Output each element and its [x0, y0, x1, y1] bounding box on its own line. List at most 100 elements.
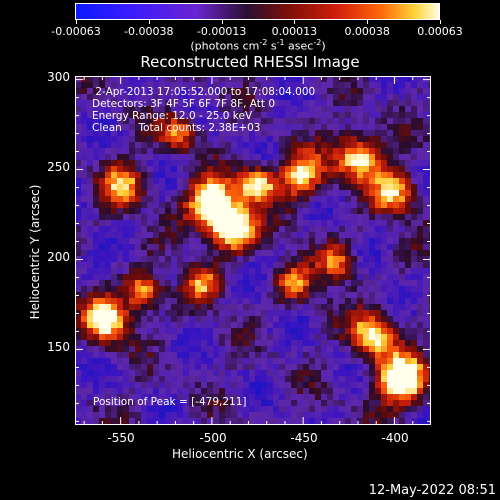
image-pixel [105, 172, 112, 179]
image-pixel [231, 346, 238, 353]
image-pixel [207, 112, 214, 119]
image-pixel [243, 280, 250, 287]
image-pixel [369, 214, 376, 221]
image-pixel [225, 322, 232, 329]
image-pixel [93, 406, 100, 413]
image-pixel [81, 256, 88, 263]
image-pixel [177, 376, 184, 383]
image-pixel [375, 298, 382, 305]
image-pixel [201, 286, 208, 293]
image-pixel [303, 88, 310, 95]
image-pixel [357, 214, 364, 221]
image-pixel [417, 352, 424, 359]
image-pixel [129, 220, 136, 227]
image-pixel [423, 418, 430, 425]
image-pixel [111, 124, 118, 131]
image-pixel [321, 214, 328, 221]
image-pixel [117, 154, 124, 161]
image-pixel [393, 268, 400, 275]
image-pixel [231, 100, 238, 107]
image-pixel [339, 106, 346, 113]
image-pixel [399, 142, 406, 149]
image-pixel [243, 166, 250, 173]
image-pixel [399, 88, 406, 95]
image-pixel [225, 208, 232, 215]
image-pixel [159, 94, 166, 101]
image-pixel [183, 166, 190, 173]
image-pixel [81, 328, 88, 335]
image-pixel [189, 382, 196, 389]
image-pixel [207, 238, 214, 245]
image-pixel [291, 112, 298, 119]
image-pixel [321, 196, 328, 203]
image-pixel [387, 262, 394, 269]
image-pixel [225, 358, 232, 365]
image-pixel [303, 100, 310, 107]
image-pixel [315, 262, 322, 269]
image-pixel [285, 376, 292, 383]
image-pixel [261, 310, 268, 317]
image-pixel [417, 256, 424, 263]
image-pixel [231, 214, 238, 221]
image-pixel [189, 178, 196, 185]
image-pixel [195, 388, 202, 395]
image-pixel [357, 82, 364, 89]
image-pixel [177, 316, 184, 323]
image-pixel [189, 316, 196, 323]
image-pixel [309, 76, 316, 83]
image-pixel [93, 106, 100, 113]
image-pixel [195, 214, 202, 221]
image-pixel [123, 328, 130, 335]
image-pixel [105, 256, 112, 263]
image-pixel [105, 82, 112, 89]
image-pixel [327, 202, 334, 209]
image-pixel [135, 160, 142, 167]
image-pixel [363, 292, 370, 299]
image-pixel [255, 130, 262, 137]
image-pixel [207, 334, 214, 341]
image-pixel [291, 82, 298, 89]
image-pixel [135, 400, 142, 407]
image-pixel [201, 376, 208, 383]
image-pixel [177, 400, 184, 407]
image-pixel [279, 310, 286, 317]
image-pixel [417, 154, 424, 161]
image-pixel [255, 82, 262, 89]
image-pixel [183, 256, 190, 263]
image-pixel [405, 220, 412, 227]
image-pixel [165, 214, 172, 221]
image-pixel [333, 292, 340, 299]
image-pixel [237, 376, 244, 383]
image-pixel [231, 376, 238, 383]
image-pixel [255, 304, 262, 311]
image-pixel [279, 124, 286, 131]
image-pixel [261, 316, 268, 323]
image-pixel [255, 346, 262, 353]
image-pixel [189, 298, 196, 305]
image-pixel [201, 232, 208, 239]
image-pixel [309, 82, 316, 89]
image-pixel [213, 316, 220, 323]
image-pixel [369, 148, 376, 155]
image-pixel [333, 88, 340, 95]
image-pixel [399, 184, 406, 191]
image-pixel [111, 346, 118, 353]
image-pixel [165, 376, 172, 383]
image-pixel [243, 358, 250, 365]
image-pixel [171, 220, 178, 227]
image-pixel [219, 316, 226, 323]
image-pixel [201, 370, 208, 377]
image-pixel [87, 124, 94, 131]
image-pixel [405, 370, 412, 377]
image-pixel [129, 196, 136, 203]
image-pixel [411, 358, 418, 365]
image-pixel [285, 388, 292, 395]
image-pixel [357, 76, 364, 83]
image-pixel [135, 310, 142, 317]
image-pixel [153, 172, 160, 179]
image-pixel [177, 304, 184, 311]
image-pixel [111, 166, 118, 173]
image-pixel [201, 208, 208, 215]
image-pixel [189, 286, 196, 293]
image-pixel [363, 142, 370, 149]
